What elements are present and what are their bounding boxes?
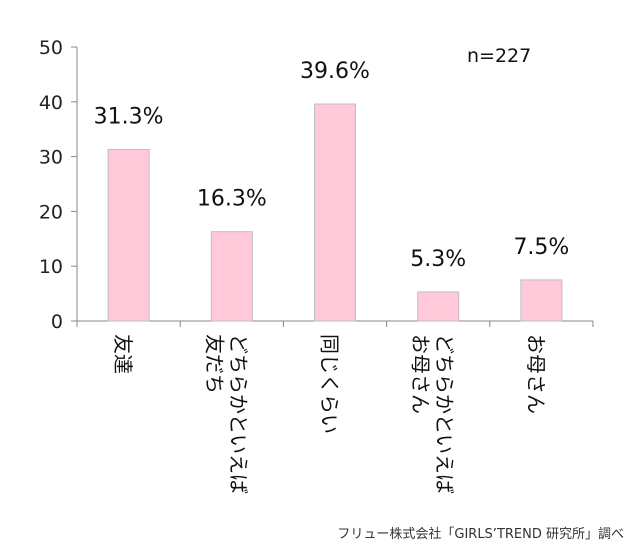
category-label: お母さん [524,334,548,414]
category-label: どちらかといえば [226,334,250,494]
data-label: 31.3% [94,104,164,129]
bar [107,148,150,322]
bar [417,291,460,322]
bars [107,103,563,322]
category-label: 友だち [202,334,226,394]
data-label: 5.3% [410,247,466,272]
data-label: 39.6% [300,59,370,84]
y-tick-label: 30 [39,147,63,169]
category-label: お母さん [409,334,433,414]
data-label: 7.5% [513,235,569,260]
category-label: どちらかといえば [433,334,457,494]
category-label: 同じくらい [318,334,342,434]
axes: 0 10 20 30 40 50 [39,37,594,333]
bar [520,279,563,322]
labels: 31.3%友達16.3%どちらかといえば友だち39.6%同じくらい5.3%どちら… [94,59,570,494]
y-tick-label: 40 [39,92,63,114]
category-label: 友達 [111,334,135,374]
bar [210,231,253,322]
y-tick-label: 50 [39,37,63,59]
source-note: フリュー株式会社「GIRLS’TREND 研究所」調べ [337,527,624,542]
y-tick-label: 20 [39,201,63,223]
bar [314,103,356,322]
data-label: 16.3% [197,187,267,212]
y-tick-label: 10 [39,256,63,278]
y-tick-label: 0 [51,311,63,333]
sample-size-annotation: n=227 [467,45,531,67]
